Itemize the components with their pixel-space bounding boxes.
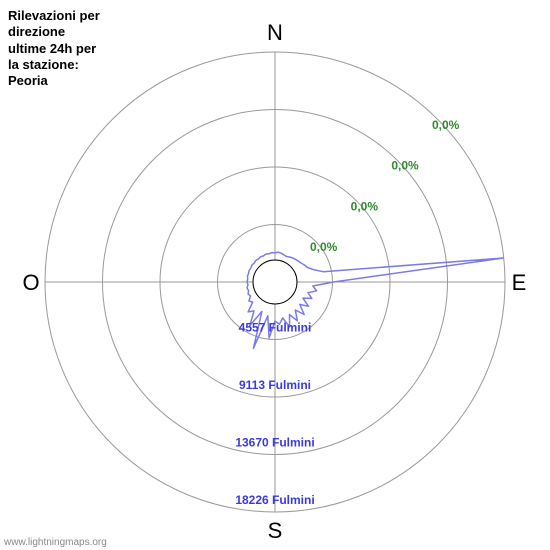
pct-label: 0,0% xyxy=(351,199,379,213)
footer-credit: www.lightningmaps.org xyxy=(4,537,107,548)
pct-label: 0,0% xyxy=(310,240,338,254)
ring-label: 4557 Fulmini xyxy=(239,321,312,335)
ring-label: 9113 Fulmini xyxy=(239,378,311,392)
direction-label-s: S xyxy=(268,518,283,543)
ring-label: 13670 Fulmini xyxy=(235,436,314,450)
direction-label-e: E xyxy=(512,270,527,295)
chart-title: Rilevazioni per direzione ultime 24h per… xyxy=(8,8,100,89)
direction-label-n: N xyxy=(267,20,283,45)
center-hole xyxy=(253,260,297,304)
pct-label: 0,0% xyxy=(391,159,419,173)
ring-label: 18226 Fulmini xyxy=(235,493,314,507)
direction-label-w: O xyxy=(22,270,39,295)
pct-label: 0,0% xyxy=(432,118,460,132)
